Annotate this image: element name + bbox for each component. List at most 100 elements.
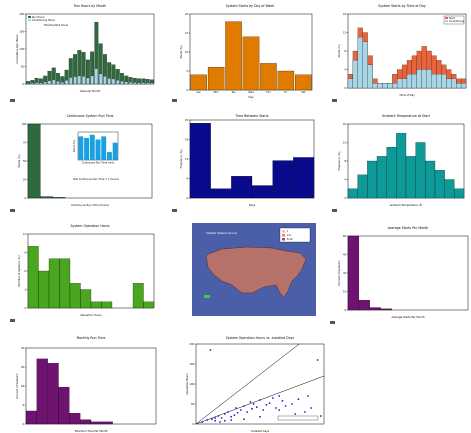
scatter-point bbox=[201, 421, 204, 423]
y-tick-label: 0 bbox=[24, 307, 26, 310]
scatter-point bbox=[246, 411, 249, 413]
scatter-point bbox=[284, 405, 287, 407]
logo-mark bbox=[330, 321, 335, 324]
chart-average-starts: Average Starts Per Month 0 15 30 45 60 Average… bbox=[328, 224, 471, 328]
y-tick-label: 4 bbox=[344, 68, 346, 71]
y-tick-label: 9 bbox=[22, 404, 24, 407]
bar bbox=[27, 246, 39, 309]
y-tick-label: 12 bbox=[343, 141, 347, 144]
scatter-point bbox=[230, 419, 233, 421]
chart-title: Run Hours by Month bbox=[74, 4, 106, 8]
scatter-point bbox=[220, 417, 223, 419]
map-marker bbox=[204, 295, 210, 298]
y-tick-label: 60 bbox=[343, 235, 347, 238]
chart-note: Max Continuous Run Time = 1 (hours) bbox=[73, 178, 119, 181]
y-tick-label: 0 bbox=[344, 197, 346, 200]
logo-mark bbox=[10, 319, 15, 322]
bar-conditioning bbox=[451, 78, 457, 89]
bar-conditioning-hours bbox=[35, 82, 39, 85]
legend-label-run: Run Hours bbox=[32, 16, 45, 19]
x-axis-label: Total Run Time Per Month bbox=[75, 429, 108, 433]
bar-conditioning-hours bbox=[133, 82, 137, 85]
inset-bar bbox=[101, 136, 107, 160]
bar bbox=[52, 197, 66, 199]
y-tick-label: 0 bbox=[344, 309, 346, 312]
inset-bar bbox=[95, 139, 101, 160]
bar-conditioning bbox=[421, 69, 427, 89]
scatter-point bbox=[223, 413, 226, 415]
bar bbox=[347, 235, 360, 311]
y-tick-label: 8 bbox=[344, 50, 346, 53]
y-tick-label: 0 bbox=[192, 423, 194, 426]
bar-conditioning bbox=[456, 83, 462, 89]
bar-conditioning-hours bbox=[141, 82, 145, 85]
chart-starts-by-day: System Starts by Day of Week 0 5 10 15 20 Sun M… bbox=[170, 2, 320, 106]
scatter-point bbox=[275, 407, 277, 409]
bar-conditioning-hours bbox=[128, 82, 133, 85]
x-axis-label: Days bbox=[249, 203, 256, 207]
chart-title: System Operation Hours vs. Installed Day… bbox=[226, 336, 295, 340]
chart-10-svg: System Operation Hours vs. Installed Day… bbox=[185, 336, 325, 433]
bar bbox=[101, 301, 113, 309]
inset-y-label: Starts (%) bbox=[73, 140, 76, 152]
bar bbox=[207, 67, 225, 91]
bar bbox=[47, 363, 59, 425]
legend-swatch-start bbox=[445, 17, 448, 19]
scatter-point bbox=[307, 395, 309, 397]
bar-conditioning-hours bbox=[73, 76, 77, 85]
bar-conditioning bbox=[441, 74, 447, 89]
scatter-point bbox=[233, 414, 236, 417]
y-axis-label: Starts (%) bbox=[17, 154, 21, 167]
bar-conditioning-hours bbox=[39, 82, 43, 85]
bar bbox=[396, 133, 407, 199]
y-tick-label: 25 bbox=[185, 119, 189, 122]
scatter-point bbox=[281, 399, 284, 402]
chart-6-svg: System Operation Hours 0 3 6 9 12 Operation Ho… bbox=[10, 224, 155, 322]
bar-conditioning bbox=[401, 78, 408, 89]
y-axis-label: Starts (%) bbox=[337, 44, 341, 57]
bar bbox=[58, 386, 70, 425]
scatter-point bbox=[243, 405, 245, 407]
bar bbox=[80, 419, 92, 425]
inset-bar bbox=[106, 152, 112, 160]
bar bbox=[260, 63, 277, 91]
bar bbox=[225, 21, 242, 91]
scatter-point bbox=[291, 403, 293, 405]
scatter-point bbox=[294, 413, 297, 415]
bar bbox=[189, 122, 211, 199]
scatter-point bbox=[209, 349, 212, 351]
x-tick-label: Sun bbox=[196, 91, 201, 94]
bar bbox=[434, 170, 445, 199]
scatter-point bbox=[235, 407, 237, 409]
chart-starts-by-time: System Starts by Time of Day 0 4 8 12 16 Start… bbox=[330, 2, 470, 106]
bar-conditioning-hours bbox=[150, 82, 154, 85]
bar bbox=[90, 421, 102, 425]
inset-bar bbox=[78, 136, 84, 160]
chart-continuous-runtime: Continuous System Run Time 0 25 50 75 100 Cont… bbox=[8, 112, 158, 216]
bar bbox=[231, 176, 253, 199]
scatter-point bbox=[259, 399, 261, 401]
bar bbox=[80, 289, 92, 309]
chart-title: Time Between Starts bbox=[234, 114, 269, 118]
map-legend-label: 1 bbox=[287, 230, 289, 233]
chart-title: Continuous System Run Time bbox=[67, 114, 114, 118]
x-tick-label: Fri bbox=[284, 91, 287, 94]
chart-2-svg: System Starts by Time of Day 0 4 8 12 16 Start… bbox=[332, 4, 467, 102]
bar bbox=[48, 258, 60, 309]
scatter-point bbox=[271, 397, 274, 399]
y-tick-label: 195 bbox=[19, 30, 24, 33]
scatter-point bbox=[262, 409, 265, 411]
bar bbox=[251, 185, 273, 199]
y-tick-label: 0 bbox=[22, 423, 24, 426]
y-tick-label: 0 bbox=[24, 197, 26, 200]
bar-conditioning-hours bbox=[64, 80, 69, 85]
bar-conditioning bbox=[357, 37, 363, 89]
bar-conditioning-hours bbox=[124, 81, 128, 85]
bar bbox=[293, 157, 315, 199]
bar bbox=[101, 421, 113, 425]
bar bbox=[132, 283, 144, 309]
x-axis-label: Installed Days bbox=[251, 429, 270, 433]
legend-label-conditioning: Conditioning bbox=[449, 20, 465, 23]
logo-mark bbox=[172, 209, 177, 212]
y-tick-label: 65 bbox=[21, 65, 25, 68]
